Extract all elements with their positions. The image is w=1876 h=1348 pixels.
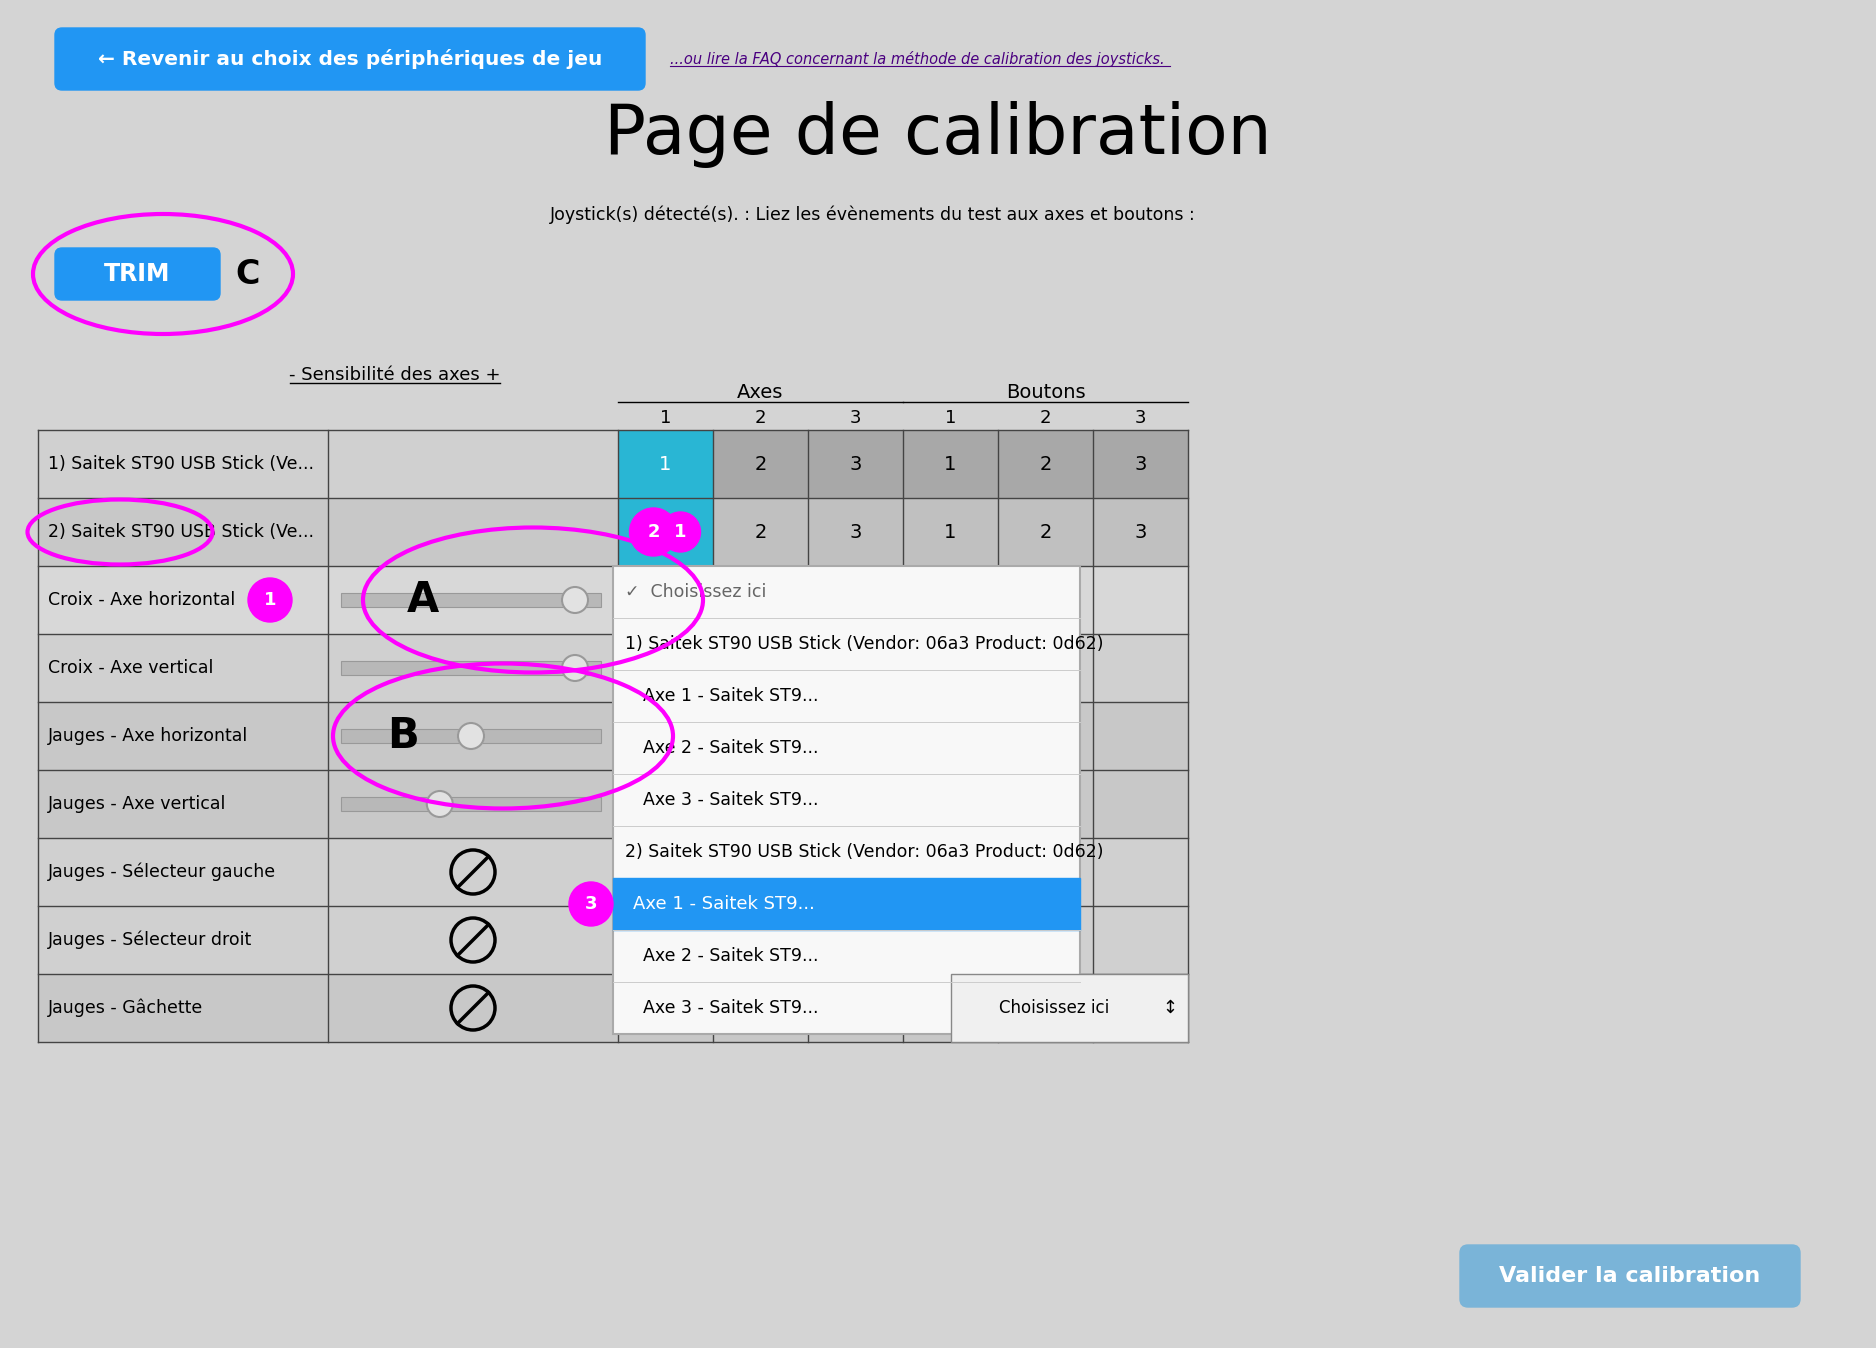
Bar: [38, 430, 1188, 497]
FancyBboxPatch shape: [1460, 1246, 1799, 1308]
Text: 2: 2: [647, 523, 660, 541]
Text: 3: 3: [585, 895, 597, 913]
Text: 1: 1: [944, 523, 957, 542]
Text: Jauges - Gâchette: Jauges - Gâchette: [49, 999, 203, 1018]
Bar: [1094, 430, 1188, 497]
Text: ...ou lire la FAQ concernant la méthode de calibration des joysticks.: ...ou lire la FAQ concernant la méthode …: [670, 51, 1165, 67]
FancyBboxPatch shape: [54, 248, 219, 301]
Text: ↕: ↕: [1163, 999, 1178, 1016]
Text: 3: 3: [850, 454, 861, 473]
Bar: [341, 593, 600, 607]
Text: Axe 2 - Saitek ST9...: Axe 2 - Saitek ST9...: [643, 948, 818, 965]
Bar: [38, 566, 1188, 634]
Bar: [998, 430, 1094, 497]
Text: 1: 1: [658, 454, 672, 473]
Bar: [951, 975, 1188, 1042]
Text: Axe 1 - Saitek ST9...: Axe 1 - Saitek ST9...: [643, 687, 818, 705]
Text: ✓  Choisissez ici: ✓ Choisissez ici: [625, 582, 767, 601]
Text: 3: 3: [850, 523, 861, 542]
Text: TRIM: TRIM: [105, 262, 171, 286]
Bar: [38, 634, 1188, 702]
Bar: [613, 878, 1081, 930]
Bar: [617, 430, 713, 497]
Text: 2: 2: [754, 408, 765, 427]
Text: - Sensibilité des axes +: - Sensibilité des axes +: [289, 367, 501, 384]
Bar: [341, 661, 600, 675]
Text: 1: 1: [944, 454, 957, 473]
Text: 2: 2: [1039, 523, 1052, 542]
Bar: [38, 702, 1188, 770]
Text: 2) Saitek ST90 USB Stick (Ve...: 2) Saitek ST90 USB Stick (Ve...: [49, 523, 313, 541]
Text: Axe 2 - Saitek ST9...: Axe 2 - Saitek ST9...: [643, 739, 818, 758]
Text: 2: 2: [1039, 454, 1052, 473]
Text: 3: 3: [1135, 454, 1146, 473]
Bar: [38, 838, 1188, 906]
FancyBboxPatch shape: [54, 28, 645, 90]
Text: 2: 2: [754, 523, 767, 542]
Text: 3: 3: [1135, 523, 1146, 542]
Text: 2) Saitek ST90 USB Stick (Vendor: 06a3 Product: 0d62): 2) Saitek ST90 USB Stick (Vendor: 06a3 P…: [625, 842, 1103, 861]
Text: Joystick(s) détecté(s). : Liez les évènements du test aux axes et boutons :: Joystick(s) détecté(s). : Liez les évène…: [550, 206, 1195, 224]
Bar: [713, 430, 809, 497]
Circle shape: [568, 882, 613, 926]
Text: Croix - Axe horizontal: Croix - Axe horizontal: [49, 590, 234, 609]
Text: 1: 1: [946, 408, 957, 427]
Text: 1: 1: [658, 523, 672, 542]
Text: Jauges - Axe horizontal: Jauges - Axe horizontal: [49, 727, 248, 745]
Text: Axe 3 - Saitek ST9...: Axe 3 - Saitek ST9...: [643, 999, 818, 1016]
Text: 1: 1: [660, 408, 672, 427]
Bar: [809, 430, 902, 497]
Bar: [713, 497, 809, 566]
Bar: [341, 797, 600, 811]
Text: Boutons: Boutons: [1006, 383, 1086, 402]
Text: 1) Saitek ST90 USB Stick (Ve...: 1) Saitek ST90 USB Stick (Ve...: [49, 456, 313, 473]
Circle shape: [428, 791, 452, 817]
Bar: [38, 906, 1188, 975]
Text: C: C: [236, 257, 261, 291]
Text: Choisissez ici: Choisissez ici: [1000, 999, 1109, 1016]
Bar: [998, 497, 1094, 566]
Circle shape: [563, 655, 587, 681]
Text: 2: 2: [1039, 408, 1051, 427]
Circle shape: [248, 578, 293, 621]
Text: 1: 1: [673, 523, 687, 541]
Text: Page de calibration: Page de calibration: [604, 101, 1272, 168]
Bar: [809, 497, 902, 566]
Text: B: B: [386, 714, 418, 758]
Text: A: A: [407, 580, 439, 621]
Text: Axe 1 - Saitek ST9...: Axe 1 - Saitek ST9...: [632, 895, 814, 913]
Text: 1: 1: [265, 590, 276, 609]
Bar: [902, 430, 998, 497]
Text: 3: 3: [850, 408, 861, 427]
Bar: [1094, 497, 1188, 566]
Text: 1) Saitek ST90 USB Stick (Vendor: 06a3 Product: 0d62): 1) Saitek ST90 USB Stick (Vendor: 06a3 P…: [625, 635, 1103, 652]
Bar: [38, 975, 1188, 1042]
Bar: [38, 497, 1188, 566]
Bar: [341, 729, 600, 743]
Text: Croix - Axe vertical: Croix - Axe vertical: [49, 659, 214, 677]
Text: Axes: Axes: [737, 383, 784, 402]
Text: 2: 2: [754, 454, 767, 473]
Circle shape: [563, 586, 587, 613]
Text: Jauges - Axe vertical: Jauges - Axe vertical: [49, 795, 227, 813]
Circle shape: [630, 508, 677, 555]
Text: Jauges - Sélecteur gauche: Jauges - Sélecteur gauche: [49, 863, 276, 882]
Text: Jauges - Sélecteur droit: Jauges - Sélecteur droit: [49, 930, 251, 949]
Bar: [902, 497, 998, 566]
Bar: [38, 770, 1188, 838]
Text: ← Revenir au choix des périphériques de jeu: ← Revenir au choix des périphériques de …: [98, 49, 602, 69]
Circle shape: [660, 512, 700, 551]
Bar: [617, 497, 713, 566]
Circle shape: [458, 723, 484, 749]
Text: 3: 3: [1135, 408, 1146, 427]
Bar: [613, 566, 1081, 1034]
Text: Axe 3 - Saitek ST9...: Axe 3 - Saitek ST9...: [643, 791, 818, 809]
Text: Valider la calibration: Valider la calibration: [1499, 1266, 1760, 1286]
